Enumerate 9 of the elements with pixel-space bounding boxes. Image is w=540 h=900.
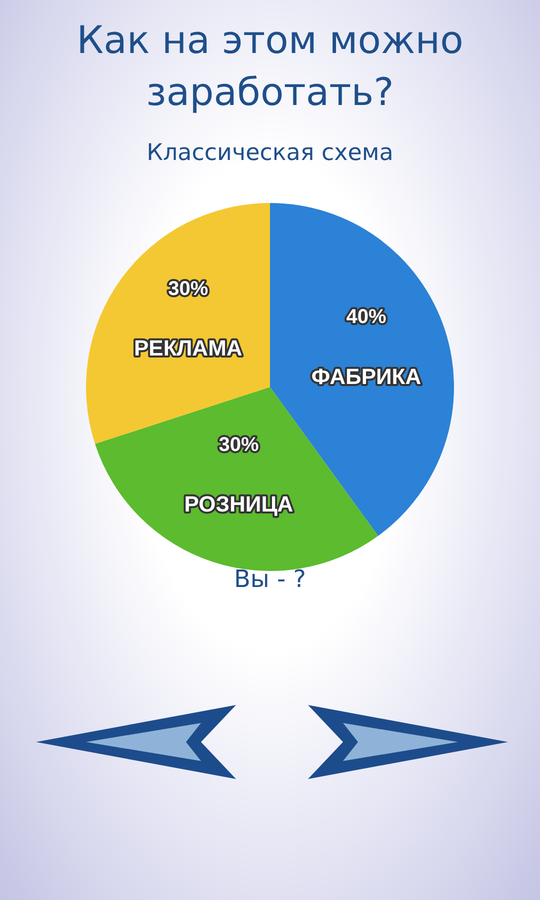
data-label: 30% xyxy=(168,278,208,300)
chart-title: Как на этом можно заработать? xyxy=(76,17,464,116)
data-label: 40% xyxy=(346,306,386,328)
data-label: 30% xyxy=(218,434,259,456)
slice-label: РЕКЛАМА xyxy=(134,336,242,361)
slice-label: ФАБРИКА xyxy=(311,364,422,389)
text: Вы - ? xyxy=(232,565,308,593)
chart-subtitle: Классическая схема xyxy=(146,140,394,166)
slice-label: РОЗНИЦА xyxy=(184,491,294,516)
